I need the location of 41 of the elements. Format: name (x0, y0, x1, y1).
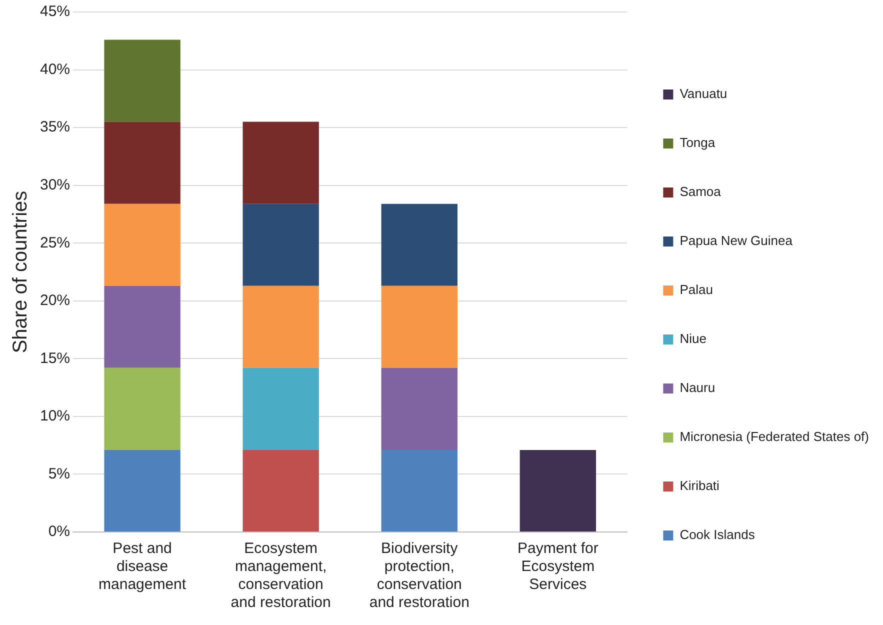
legend-label: Nauru (680, 380, 716, 396)
legend-label: Vanuatu (680, 86, 728, 102)
y-axis-title: Share of countries (10, 190, 32, 354)
bar (381, 204, 458, 286)
bar (242, 368, 319, 450)
y-tick-label: 20% (40, 292, 70, 310)
x-tick-label: Biodiversity protection, conservation and restoration (369, 540, 470, 612)
bar (242, 286, 319, 368)
bar (104, 40, 180, 122)
bar (104, 368, 180, 450)
bar (381, 450, 458, 532)
y-tick-label: 30% (40, 176, 70, 194)
y-tick-label: 5% (48, 465, 70, 482)
bar (104, 204, 180, 286)
legend-label: Niue (680, 331, 706, 346)
legend-label: Papua New Guinea (680, 233, 794, 248)
y-tick-label: 10% (40, 408, 70, 425)
legend-label: Kiribati (680, 478, 720, 494)
bar (381, 368, 458, 450)
legend-label: Micronesia (Federated States of) (680, 429, 870, 444)
y-tick-label: 0% (48, 523, 70, 540)
legend-label: Tonga (680, 135, 716, 150)
bar (381, 286, 458, 368)
legend-label: Samoa (680, 184, 722, 200)
legend-label: Cook Islands (680, 527, 756, 542)
y-tick-label: 45% (40, 3, 70, 20)
bar (520, 450, 596, 532)
bar (104, 122, 180, 204)
bar (242, 450, 319, 532)
bar (104, 286, 180, 368)
legend-label: Palau (680, 282, 713, 298)
bar (242, 122, 319, 204)
y-tick-label: 40% (40, 60, 70, 78)
bar (104, 450, 180, 532)
y-tick-label: 15% (40, 350, 70, 367)
y-tick-label: 35% (40, 118, 70, 136)
x-tick-label: Pest and disease management (98, 540, 187, 594)
bar (242, 204, 319, 286)
y-tick-label: 25% (40, 234, 70, 252)
x-tick-label: Ecosystem management, conservation and restoration (230, 540, 331, 612)
x-tick-label: Payment for Ecosystem Services (517, 540, 598, 594)
